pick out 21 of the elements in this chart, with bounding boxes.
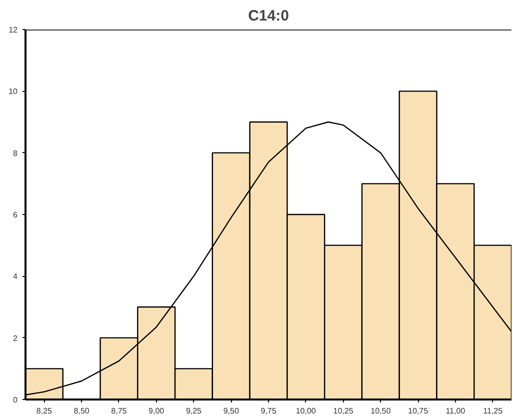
- x-tick-label: 10,25: [333, 406, 354, 416]
- x-tick-label: 9,00: [148, 406, 165, 416]
- y-tick-label: 6: [13, 210, 18, 220]
- y-tick-label: 12: [8, 26, 18, 34]
- x-tick-label: 8,25: [36, 406, 53, 416]
- x-tick-label: 11,25: [483, 406, 504, 416]
- y-tick-label: 4: [13, 272, 18, 282]
- x-tick-label: 8,50: [74, 406, 90, 416]
- x-tick-label: 9,50: [223, 406, 240, 416]
- y-tick-label: 8: [13, 148, 18, 158]
- chart-title: C14:0: [248, 8, 289, 24]
- x-tick-label: 11,00: [446, 406, 466, 416]
- x-tick-label: 10,75: [408, 406, 429, 416]
- y-tick-label: 10: [8, 87, 18, 96]
- y-tick-label: 0: [13, 396, 18, 404]
- x-tick-label: 10,50: [370, 406, 392, 416]
- x-tick-label: 10,00: [296, 406, 316, 416]
- y-tick-label: 2: [13, 334, 18, 343]
- x-tick-label: 9,75: [260, 406, 277, 416]
- x-tick-label: 8,75: [111, 406, 128, 416]
- x-tick-label: 9,25: [186, 406, 202, 416]
